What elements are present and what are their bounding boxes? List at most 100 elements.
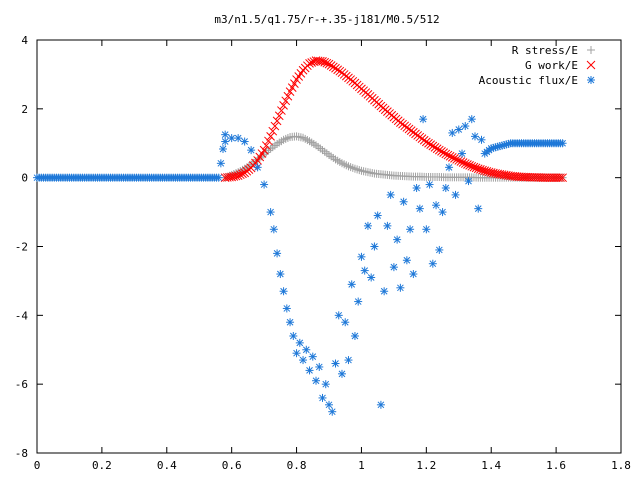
data-point: [380, 287, 389, 296]
series-layer: [33, 56, 567, 416]
data-point: [465, 161, 474, 170]
data-point: [350, 331, 359, 340]
data-point: [514, 172, 524, 182]
data-point: [393, 235, 402, 244]
data-point: [521, 172, 531, 182]
data-point: [299, 133, 308, 142]
data-point: [270, 121, 280, 131]
data-point: [415, 204, 424, 213]
data-point: [314, 142, 323, 151]
data-point: [347, 280, 356, 289]
data-point: [283, 91, 293, 101]
data-point: [302, 345, 311, 354]
data-point: [321, 380, 330, 389]
data-point: [318, 56, 327, 66]
data-point: [357, 252, 366, 261]
data-point: [334, 311, 343, 320]
y-tick-label: -6: [15, 378, 28, 391]
data-point: [437, 147, 446, 156]
data-point: [383, 221, 392, 230]
data-point: [422, 225, 431, 234]
data-point: [435, 245, 444, 254]
data-point: [287, 83, 297, 92]
data-point: [527, 172, 537, 182]
data-point: [329, 153, 338, 162]
data-point: [214, 173, 223, 182]
data-point: [309, 139, 318, 148]
data-point: [432, 144, 442, 154]
data-point: [277, 137, 286, 146]
data-point: [558, 139, 567, 148]
data-point: [443, 150, 453, 160]
data-point: [234, 134, 243, 143]
data-point: [367, 273, 376, 282]
data-point: [328, 407, 337, 416]
data-point: [305, 366, 314, 375]
x-tick-label: 1.8: [611, 459, 631, 472]
x-tick-label: 0.6: [222, 459, 242, 472]
data-point: [432, 201, 441, 210]
data-point: [425, 180, 434, 189]
data-point: [412, 183, 421, 192]
data-point: [324, 59, 334, 69]
data-point: [272, 116, 282, 126]
data-point: [331, 155, 340, 164]
data-point: [519, 172, 529, 182]
legend-label: Acoustic flux/E: [479, 74, 578, 87]
x-tick-label: 0.2: [92, 459, 112, 472]
data-point: [454, 156, 464, 165]
data-point: [219, 144, 228, 153]
data-point: [474, 204, 483, 213]
data-point: [274, 111, 284, 121]
data-point: [266, 132, 275, 141]
data-point: [270, 141, 279, 150]
data-point: [512, 172, 522, 181]
data-point: [277, 106, 286, 115]
data-point: [281, 134, 290, 143]
series-acoustic-flux-e: [33, 115, 567, 416]
data-point: [216, 159, 225, 168]
data-point: [402, 256, 411, 265]
data-point: [253, 163, 262, 172]
data-point: [322, 58, 332, 68]
x-tick-label: 0: [34, 459, 41, 472]
data-point: [525, 172, 535, 182]
data-point: [460, 159, 470, 168]
data-point: [326, 61, 336, 70]
legend: R stress/E G work/E Acoustic flux/E: [479, 44, 596, 87]
data-point: [221, 137, 230, 146]
data-point: [279, 101, 288, 110]
x-tick-label: 1.4: [481, 459, 501, 472]
data-point: [337, 159, 346, 168]
data-point: [389, 263, 398, 272]
data-point: [325, 400, 333, 409]
data-point: [538, 173, 548, 183]
data-point: [530, 172, 539, 182]
data-point: [221, 130, 230, 139]
data-point: [421, 137, 431, 147]
y-tick-label: -4: [15, 309, 29, 322]
data-point: [536, 173, 546, 182]
data-point: [363, 221, 372, 230]
x-tick-label: 0.8: [287, 459, 307, 472]
data-point: [454, 125, 463, 134]
y-tick-label: -2: [15, 241, 28, 254]
data-point: [551, 173, 561, 183]
data-point: [266, 208, 275, 217]
data-point: [276, 270, 285, 279]
data-point: [295, 338, 304, 347]
data-point: [318, 146, 327, 155]
data-point: [467, 115, 476, 124]
data-point: [233, 171, 243, 180]
data-point: [268, 126, 278, 136]
data-point: [344, 356, 353, 365]
data-point: [320, 147, 329, 156]
data-point: [307, 138, 316, 147]
data-point: [376, 400, 385, 409]
data-point: [235, 170, 245, 180]
data-point: [325, 150, 333, 159]
data-point: [434, 145, 444, 155]
y-tick-label: 4: [21, 34, 28, 47]
data-point: [308, 352, 317, 361]
